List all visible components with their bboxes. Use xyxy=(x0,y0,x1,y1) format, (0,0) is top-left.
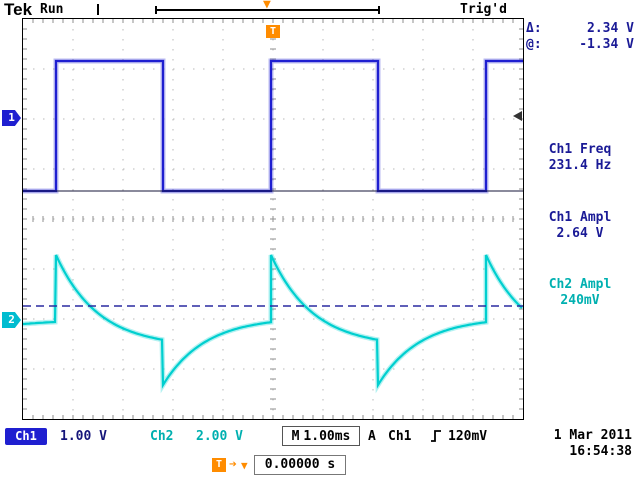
delay-time-value: 0.00000 s xyxy=(254,455,346,475)
measurement-ch2-ampl: Ch2 Ampl 240mV xyxy=(522,277,638,309)
cursor-at-row: @: -1.34 V xyxy=(524,37,636,53)
delay-trigger-marker: T xyxy=(212,458,226,472)
cursor-readout: Δ: 2.34 V @: -1.34 V xyxy=(524,21,636,53)
trigger-source-label: Ch1 xyxy=(388,429,412,444)
trigger-position-arrow-icon: ▼ xyxy=(263,0,271,12)
measurement-label: Ch1 Freq xyxy=(548,142,612,157)
delay-arrow-right-icon: ➔ xyxy=(229,457,237,472)
record-view-bar xyxy=(155,6,380,14)
cursor-delta-value: 2.34 V xyxy=(587,21,634,36)
cursor-delta-row: Δ: 2.34 V xyxy=(524,21,636,37)
timebase-box: M 1.00ms xyxy=(282,426,360,446)
cursor-delta-label: Δ: xyxy=(526,21,542,36)
measurement-value: 231.4 Hz xyxy=(548,158,612,173)
trigger-slope-rising-icon xyxy=(431,430,441,442)
ch2-scale-label: Ch2 xyxy=(150,429,174,444)
ch2-volts-per-div: 2.00 V xyxy=(196,429,243,444)
record-view-right-tick xyxy=(378,6,380,14)
measurement-ch1-ampl: Ch1 Ampl 2.64 V xyxy=(522,210,638,242)
acquisition-status: Run xyxy=(40,2,64,17)
measurement-value: 240mV xyxy=(560,293,600,308)
ch1-volts-per-div: 1.00 V xyxy=(60,429,107,444)
ch1-scale-badge: Ch1 xyxy=(5,428,47,445)
measurement-label: Ch1 Ampl xyxy=(548,210,612,225)
time-value: 16:54:38 xyxy=(569,444,632,459)
trigger-status: Trig'd xyxy=(460,2,507,17)
cursor-at-label: @: xyxy=(526,37,542,52)
cursor-at-value: -1.34 V xyxy=(579,37,634,52)
record-view-tick xyxy=(97,4,99,15)
waveform-plot xyxy=(23,19,523,419)
brand-logo: Tek xyxy=(4,0,33,19)
ch1-ground-marker: 1 xyxy=(2,110,21,126)
ch2-ground-marker: 2 xyxy=(2,312,21,328)
date-value: 1 Mar 2011 xyxy=(553,428,632,443)
trigger-level-value: 120mV xyxy=(448,429,488,444)
trigger-level-arrow-icon xyxy=(513,111,522,121)
timebase-label: M xyxy=(291,428,300,444)
trigger-mode-label: A xyxy=(368,429,376,444)
measurement-value: 2.64 V xyxy=(556,226,604,241)
timebase-value: 1.00ms xyxy=(303,428,351,444)
measurement-label: Ch2 Ampl xyxy=(548,277,612,292)
graticule: T xyxy=(22,18,524,420)
datetime-readout: 1 Mar 2011 16:54:38 xyxy=(530,428,632,460)
measurement-ch1-freq: Ch1 Freq 231.4 Hz xyxy=(522,142,638,174)
delay-arrow-down-icon: ▼ xyxy=(241,459,248,472)
record-view-left-tick xyxy=(155,6,157,14)
trigger-position-marker: T xyxy=(266,25,280,38)
